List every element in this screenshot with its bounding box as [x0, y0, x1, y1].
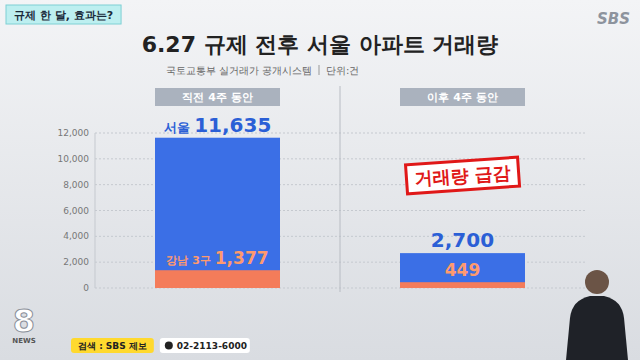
tag: 규제 한 달, 효과는? [6, 5, 121, 24]
tick-label: 4,000 [63, 231, 89, 241]
annotation-text: 거래량 급감 [414, 162, 512, 190]
search-text: 검색 : SBS 제보 [78, 341, 147, 351]
search-box [71, 338, 154, 353]
phone-icon [165, 342, 173, 350]
data-label-group: 449 [445, 260, 481, 280]
news-logo: 8NEWS [12, 302, 35, 345]
interpreter [566, 270, 628, 360]
subtitle: 국토교통부 실거래가 공개시스템 단위:건 [166, 65, 360, 76]
tag-text: 규제 한 달, 효과는? [14, 9, 113, 22]
interpreter-head [585, 270, 609, 294]
bars [155, 138, 525, 288]
bar [400, 253, 525, 288]
logo: SBS [597, 10, 630, 28]
tick-label: 2,000 [63, 257, 89, 267]
category-header: 직전 4주 동안 [155, 88, 280, 106]
source: 국토교통부 실거래가 공개시스템 [166, 65, 312, 76]
series-name: 서울 [164, 120, 195, 135]
data-label: 1,377 [215, 248, 269, 268]
annotation-box [406, 157, 520, 194]
grid: 0 2,000 4,000 6,000 8,000 10,000 12,000 [58, 128, 586, 293]
phone-text: 02-2113-6000 [177, 341, 247, 351]
tag-box [6, 5, 121, 24]
interpreter-body [566, 296, 628, 360]
category-label: 직전 4주 동안 [182, 91, 252, 104]
category-header: 이후 4주 동안 [400, 88, 525, 106]
tick-label: 10,000 [58, 154, 90, 164]
tick-label: 8,000 [63, 180, 89, 190]
bar [155, 270, 280, 288]
background [0, 0, 640, 360]
bar [155, 138, 280, 288]
data-label-group: 2,700 [431, 228, 494, 252]
unit: 단위:건 [326, 65, 359, 76]
separator [319, 65, 320, 75]
bar [400, 282, 525, 288]
footer: 검색 : SBS 제보 02-2113-6000 [71, 338, 250, 353]
data-label: 11,635 [194, 113, 271, 137]
news-number: 8 [13, 302, 35, 340]
divider [340, 86, 341, 292]
annotation: 거래량 급감 [406, 157, 520, 194]
phone-box [160, 338, 250, 353]
axis-line [95, 133, 96, 288]
category-label: 이후 4주 동안 [427, 91, 497, 104]
news-label: NEWS [12, 337, 35, 345]
series-name: 강남 3구 [166, 254, 214, 267]
tick-label: 0 [83, 283, 89, 293]
data-label-group: 강남 3구 1,377 [166, 248, 268, 268]
category-box [155, 88, 280, 106]
data-label: 2,700 [431, 228, 494, 252]
category-box [400, 88, 525, 106]
data-label-group: 서울 11,635 [164, 113, 272, 137]
tick-label: 12,000 [58, 128, 90, 138]
data-label: 449 [445, 260, 481, 280]
canvas: 규제 한 달, 효과는? SBS 6.27 규제 전후 서울 아파트 거래량국토교통… [0, 0, 640, 360]
tick-label: 6,000 [63, 206, 89, 216]
title: 6.27 규제 전후 서울 아파트 거래량 [142, 32, 499, 57]
